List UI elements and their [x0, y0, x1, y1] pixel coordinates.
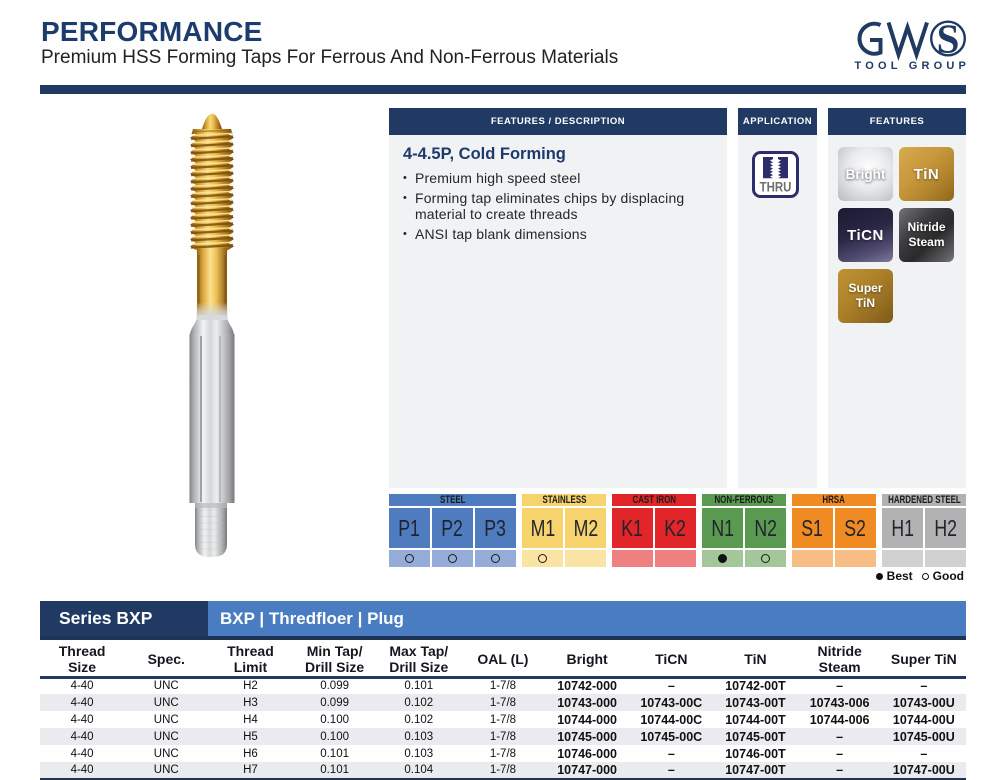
svg-text:S: S — [937, 16, 960, 62]
svg-text:THRU: THRU — [760, 180, 792, 195]
svg-text:TOOL GROUP: TOOL GROUP — [855, 60, 970, 72]
